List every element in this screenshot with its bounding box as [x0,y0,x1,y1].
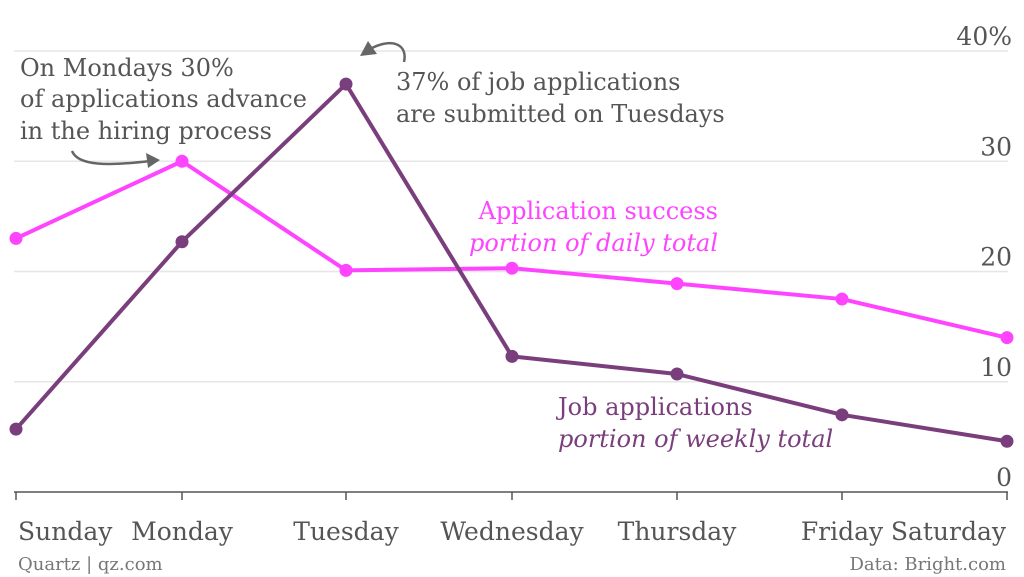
monday-annotation-arrowhead [146,153,160,168]
job-applications-point [339,77,353,91]
job-applications-sublabel: portion of weekly total [558,425,833,453]
x-tick-label: Thursday [618,517,738,546]
tuesday-annotation-arrowhead [360,41,377,56]
application-success-point [505,261,519,275]
tuesday-annotation-arrow [371,42,406,63]
application-success-label: Application success [477,197,718,225]
job-applications-point [835,408,849,422]
source-left: Quartz | qz.com [18,554,163,575]
tuesday-annotation-line-1: 37% of job applications [396,68,681,96]
job-applications-point [505,349,519,363]
monday-annotation-line-1: On Mondays 30% [20,54,234,82]
series-job-applications [9,77,1014,448]
application-success-point [339,263,353,277]
job-applications-point [1000,434,1014,448]
application-success-point [1000,331,1014,345]
x-tick-label: Sunday [18,517,113,546]
series-layer [9,77,1014,448]
series-label-job-applications: Job applications portion of weekly total [555,393,833,453]
job-applications-label: Job applications [555,393,753,421]
monday-annotation: On Mondays 30% of applications advance i… [20,54,307,168]
tuesday-annotation-line-2: are submitted on Tuesdays [396,100,725,128]
job-applications-point [9,422,23,436]
application-success-sublabel: portion of daily total [469,229,718,257]
job-applications-point [175,235,189,249]
y-tick-label: 40% [956,22,1012,51]
y-tick-label: 10 [980,353,1012,382]
monday-annotation-line-3: in the hiring process [20,117,272,145]
series-label-application-success: Application success portion of daily tot… [469,197,718,257]
y-tick-label: 0 [996,463,1012,492]
monday-annotation-arrow [70,150,151,166]
source-right: Data: Bright.com [849,554,1006,575]
x-tick-label: Friday [801,517,884,546]
x-tick-label: Monday [131,517,234,546]
x-tick-label: Wednesday [440,517,584,546]
y-tick-label: 20 [980,243,1012,272]
x-axis-tick-labels: Sunday Monday Tuesday Wednesday Thursday Frid… [18,517,1007,546]
series-application-success [9,154,1014,345]
x-axis-ticks [15,492,1008,500]
y-axis-tick-labels: 0 10 20 30 40% [956,22,1012,492]
application-success-point [9,231,23,245]
application-success-point [175,154,189,168]
footer: Quartz | qz.com Data: Bright.com [18,554,1006,575]
monday-annotation-line-2: of applications advance [20,85,307,113]
application-success-point [835,292,849,306]
tuesday-annotation: 37% of job applications are submitted on… [360,41,725,128]
application-success-point [670,277,684,291]
x-tick-label: Saturday [891,517,1007,546]
job-applications-point [670,367,684,381]
x-tick-label: Tuesday [293,517,399,546]
y-tick-label: 30 [980,132,1012,161]
